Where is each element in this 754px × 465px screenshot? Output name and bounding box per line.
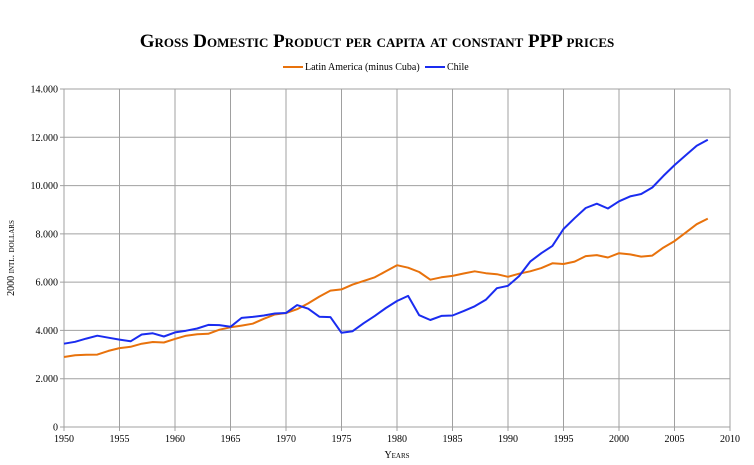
y-tick-label: 12.000 [31, 133, 59, 144]
x-tick-label: 1985 [443, 434, 463, 445]
y-tick-label: 8.000 [36, 229, 59, 240]
x-tick-label: 1970 [276, 434, 296, 445]
chart-title: Gross Domestic Product per capita at con… [140, 31, 615, 52]
x-tick-label: 1955 [110, 434, 130, 445]
y-tick-label: 14.000 [31, 85, 59, 96]
grid [60, 88, 731, 431]
y-tick-label: 6.000 [36, 278, 59, 289]
y-axis-label: 2000 intl. dollars [6, 220, 17, 296]
x-tick-label: 2010 [720, 434, 740, 445]
legend-label: Chile [447, 62, 469, 73]
series-line-chile [63, 138, 709, 345]
legend: Latin America (minus Cuba) Chile [283, 62, 469, 73]
x-tick-label: 1975 [332, 434, 352, 445]
x-tick-label: 1980 [387, 434, 407, 445]
legend-label: Latin America (minus Cuba) [305, 62, 420, 73]
y-tick-label: 0 [53, 423, 58, 434]
x-axis-label: Years [384, 450, 409, 460]
x-tick-label: 2005 [665, 434, 685, 445]
series-line-latin-america [63, 217, 709, 358]
y-tick-label: 2.000 [36, 374, 59, 385]
series-lines [63, 138, 709, 358]
x-tick-label: 1950 [54, 434, 74, 445]
y-tick-label: 4.000 [36, 326, 59, 337]
x-tick-label: 1990 [498, 434, 518, 445]
x-tick-label: 1965 [221, 434, 241, 445]
tick-labels: 1950 1955 1960 1965 1970 1975 1980 1985 1990 1995… [31, 85, 741, 446]
y-tick-label: 10.000 [31, 181, 59, 192]
x-tick-label: 2000 [609, 434, 629, 445]
x-tick-label: 1960 [165, 434, 185, 445]
x-tick-label: 1995 [554, 434, 574, 445]
